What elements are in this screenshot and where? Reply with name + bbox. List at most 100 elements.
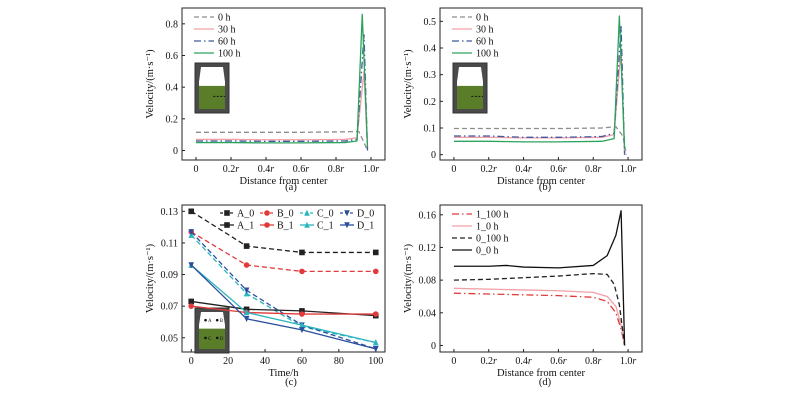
legend-marker <box>304 221 310 228</box>
x-tick-label: 40 <box>260 356 270 367</box>
x-tick-label: 0.6r <box>550 164 567 175</box>
probe-point <box>215 318 219 322</box>
x-axis-label: Distance from center <box>497 176 586 187</box>
data-point-B_0 <box>372 268 379 275</box>
data-point-B_0 <box>243 262 250 268</box>
legend-label: D_0 <box>357 209 374 220</box>
legend-label: 30 h <box>218 25 236 36</box>
legend-label: 0_0 h <box>476 246 499 257</box>
x-tick-label: 0.8r <box>585 164 602 175</box>
y-tick-label: 0.1 <box>424 124 437 135</box>
tank-fluid <box>457 85 483 109</box>
data-point-C_1 <box>243 309 250 316</box>
series-line-0_100 h <box>453 272 626 346</box>
legend-label: C_1 <box>317 221 334 232</box>
data-point-B_0 <box>299 268 305 275</box>
data-layer <box>188 208 379 352</box>
y-axis-label: Velocity/(m·s⁻¹) <box>403 49 414 119</box>
x-tick-label: 0.6r <box>550 356 567 367</box>
y-tick-label: 0 <box>431 341 436 352</box>
x-tick-label: 1.0r <box>363 164 380 175</box>
legend-label: A_0 <box>237 209 254 220</box>
legend-label: 0 h <box>218 13 231 24</box>
legend-label: 1_100 h <box>476 210 509 221</box>
series-line-100 h <box>453 15 626 150</box>
panel-caption: (a) <box>285 182 297 193</box>
legend-label: 60 h <box>218 37 236 48</box>
x-tick-label: 0.2r <box>481 164 498 175</box>
legend-label: B_1 <box>277 221 294 232</box>
data-point-A_0 <box>188 208 195 215</box>
x-tick-label: 60 <box>297 356 307 367</box>
y-tick-label: 0 <box>173 146 178 157</box>
probe-point <box>215 336 219 340</box>
x-tick-label: 0 <box>451 356 456 367</box>
panel-caption: (b) <box>539 182 552 193</box>
x-tick-label: 1.0r <box>620 164 637 175</box>
legend-label: 0 h <box>476 13 489 24</box>
legend-label: D_1 <box>357 221 374 232</box>
legend-label: C_0 <box>317 209 334 220</box>
panel-b: 0 0.2r 0.4r 0.6r 0.8r 1.0r 0 0.1 0.2 0.3 0.4 0.5 Dis… <box>403 7 643 193</box>
x-tick-label: 0 <box>189 356 194 367</box>
x-axis-label: Distance from center <box>497 368 586 379</box>
data-point-D_0 <box>188 229 195 236</box>
tank-inset-2: A B C D <box>194 307 230 354</box>
plot-frame <box>181 204 386 353</box>
probe-label-d: D <box>220 337 224 342</box>
series-line-30 h <box>196 70 369 151</box>
series-line-B_0 <box>190 231 376 273</box>
probe-label-a: A <box>208 319 212 324</box>
legend-label: 0_100 h <box>476 234 509 245</box>
series-line-A_1 <box>191 300 376 317</box>
legend: 1_100 h1_0 h0_100 h0_0 h <box>452 210 509 257</box>
series-line-A_0 <box>190 210 376 254</box>
legend-label: B_0 <box>277 209 294 220</box>
y-axis-label: Velocity/(m·s⁻¹) <box>145 49 156 119</box>
y-tick-label: 0 <box>431 150 436 161</box>
tank-inset-1 <box>452 62 488 114</box>
y-tick-label: 0.16 <box>419 210 437 221</box>
tank-fluid <box>199 85 225 109</box>
y-tick-label: 0.5 <box>424 17 437 28</box>
data-point-A_1 <box>299 308 305 314</box>
panel-caption: (c) <box>285 377 297 388</box>
probe-label-c: C <box>208 337 212 342</box>
x-tick-label: 20 <box>223 356 233 367</box>
legend-marker <box>304 209 310 216</box>
legend-label: 1_0 h <box>476 222 499 233</box>
probe-label-b: B <box>220 319 224 324</box>
panel-caption: (d) <box>539 377 552 388</box>
data-point-A_0 <box>372 249 379 256</box>
legend-marker <box>264 210 270 216</box>
y-axis-label: Velocity/(m·s⁻¹) <box>403 243 414 313</box>
series-line-1_100 h <box>453 292 626 346</box>
y-tick-label: 0.8 <box>166 19 179 30</box>
series-line-0 h <box>453 126 627 155</box>
y-tick-label: 0.2 <box>424 97 437 108</box>
y-tick-label: 0.04 <box>419 308 437 319</box>
panel-a: 0 0.2r 0.4r 0.6r 0.8r 1.0r 0 0.2 0.4 0.6 0.8 Distan… <box>145 7 386 193</box>
legend-marker <box>344 210 350 217</box>
y-tick-label: 0.3 <box>424 70 437 81</box>
x-tick-label: 100 <box>368 356 383 367</box>
legend-label: 100 h <box>218 49 241 60</box>
series-line-30 h <box>453 47 626 155</box>
plot-frame <box>439 7 643 161</box>
data-point-D_0 <box>243 287 250 294</box>
data-point-B_1 <box>372 311 379 317</box>
y-tick-label: 0.07 <box>161 302 179 313</box>
x-tick-label: 0 <box>194 164 199 175</box>
x-tick-label: 0.8r <box>585 356 602 367</box>
x-tick-label: 0.4r <box>258 164 275 175</box>
y-tick-label: 0.08 <box>419 276 437 287</box>
y-tick-label: 0.13 <box>161 207 179 218</box>
plot-frame <box>439 204 643 353</box>
x-axis-label: Time/h <box>269 368 300 379</box>
data-point-C_1 <box>372 339 379 346</box>
x-tick-label: 0.6r <box>293 164 310 175</box>
tank-fluid <box>199 328 225 349</box>
data-layer <box>453 210 626 346</box>
legend: A_0 B_0 C_0 D_0 A_1 B_1 C_1 D_1 <box>220 209 374 232</box>
legend-marker <box>264 222 270 228</box>
